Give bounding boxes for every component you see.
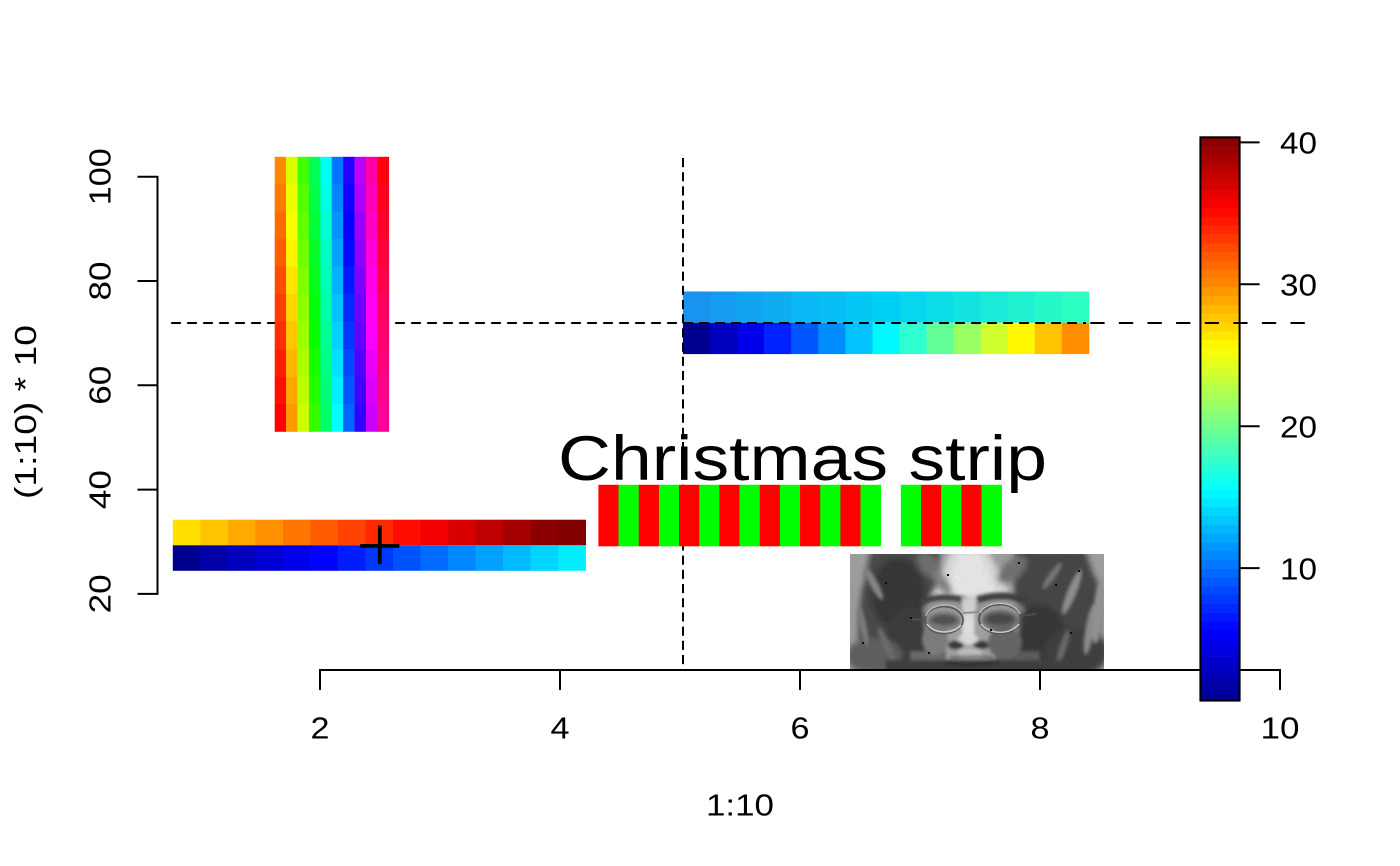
svg-text:1:10: 1:10 <box>706 787 774 822</box>
svg-text:8: 8 <box>1031 710 1050 745</box>
svg-text:4: 4 <box>551 710 570 745</box>
svg-text:20: 20 <box>83 574 118 613</box>
svg-text:2: 2 <box>311 710 330 745</box>
svg-text:60: 60 <box>83 366 118 405</box>
svg-text:40: 40 <box>1280 126 1317 161</box>
svg-text:40: 40 <box>83 470 118 509</box>
svg-text:Christmas strip: Christmas strip <box>558 424 1047 494</box>
svg-text:(1:10) * 10: (1:10) * 10 <box>8 325 43 499</box>
svg-text:100: 100 <box>83 148 118 205</box>
svg-text:10: 10 <box>1261 710 1300 745</box>
svg-text:80: 80 <box>83 262 118 301</box>
svg-text:30: 30 <box>1280 268 1317 303</box>
svg-text:20: 20 <box>1280 410 1317 445</box>
svg-text:6: 6 <box>791 710 810 745</box>
svg-text:10: 10 <box>1280 551 1317 586</box>
